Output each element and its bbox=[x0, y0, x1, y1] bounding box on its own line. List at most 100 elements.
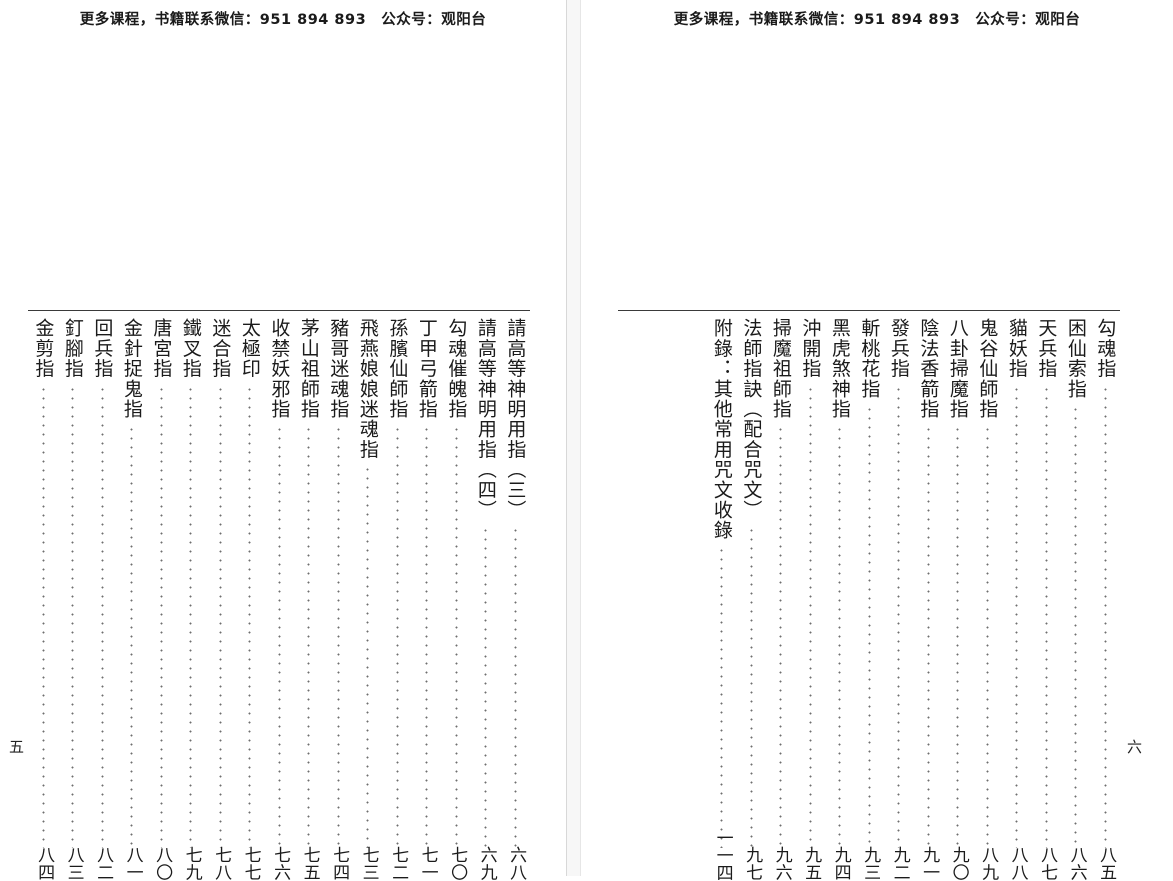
toc-entry[interactable]: 釘腳指八三 bbox=[58, 318, 88, 848]
toc-entry-title: 天兵指 bbox=[1036, 318, 1056, 379]
toc-entry-dot-leader bbox=[71, 385, 74, 848]
toc-entry-title: 黑虎煞神指 bbox=[830, 318, 850, 419]
toc-entry-dot-leader bbox=[838, 425, 841, 848]
toc-entry-title: 勾魂催魄指 bbox=[446, 318, 466, 419]
toc-entry-dot-leader bbox=[337, 425, 340, 848]
toc-entry-title: 八卦掃魔指 bbox=[948, 318, 968, 419]
right-page-header: 更多课程，书籍联系微信：951 894 893 公众号：观阳台 bbox=[581, 8, 1173, 29]
toc-entry-dot-leader bbox=[484, 526, 487, 848]
toc-entry[interactable]: 金針捉鬼指八一 bbox=[117, 318, 147, 848]
toc-entry-dot-leader bbox=[130, 425, 133, 848]
toc-entry[interactable]: 法師指訣（配合咒文）九七 bbox=[737, 318, 767, 848]
toc-entry[interactable]: 陰法香箭指九一 bbox=[914, 318, 944, 848]
toc-entry-title: 請高等神明用指（四） bbox=[476, 318, 496, 520]
toc-entry[interactable]: 丁甲弓箭指七一 bbox=[412, 318, 442, 848]
toc-entry-title: 金剪指 bbox=[33, 318, 53, 379]
toc-entry-dot-leader bbox=[779, 425, 782, 848]
toc-entry-dot-leader bbox=[514, 526, 517, 848]
toc-entry[interactable]: 掃魔祖師指九六 bbox=[766, 318, 796, 848]
toc-entry-dot-leader bbox=[366, 465, 369, 848]
toc-entry-title: 沖開指 bbox=[800, 318, 820, 379]
toc-entry-dot-leader bbox=[750, 526, 753, 848]
toc-entry-title: 附錄：其他常用咒文收錄 bbox=[712, 318, 732, 540]
toc-entry-dot-leader bbox=[189, 385, 192, 848]
right-toc-columns: 勾魂指八五困仙索指八六天兵指八七貓妖指八八鬼谷仙師指八九八卦掃魔指九〇陰法香箭指… bbox=[618, 318, 1120, 848]
toc-entry-dot-leader bbox=[396, 425, 399, 848]
toc-entry[interactable]: 太極印七七 bbox=[235, 318, 265, 848]
toc-entry[interactable]: 孫臏仙師指七二 bbox=[383, 318, 413, 848]
toc-entry-title: 請高等神明用指（三） bbox=[505, 318, 525, 520]
toc-entry-title: 回兵指 bbox=[92, 318, 112, 379]
left-toc-top-rule bbox=[28, 310, 530, 311]
toc-entry[interactable]: 收禁妖邪指七六 bbox=[265, 318, 295, 848]
right-page: 更多课程，书籍联系微信：951 894 893 公众号：观阳台 勾魂指八五困仙索… bbox=[581, 0, 1173, 876]
toc-entry-title: 貓妖指 bbox=[1007, 318, 1027, 379]
toc-entry-title: 鬼谷仙師指 bbox=[977, 318, 997, 419]
toc-entry-title: 太極印 bbox=[240, 318, 260, 379]
right-page-folio: 六 bbox=[1124, 739, 1145, 754]
toc-entry[interactable]: 斬桃花指九三 bbox=[855, 318, 885, 848]
toc-entry-title: 發兵指 bbox=[889, 318, 909, 379]
toc-entry-title: 茅山祖師指 bbox=[299, 318, 319, 419]
toc-entry-title: 鐵叉指 bbox=[181, 318, 201, 379]
toc-entry-title: 迷合指 bbox=[210, 318, 230, 379]
toc-entry[interactable]: 貓妖指八八 bbox=[1002, 318, 1032, 848]
left-toc-columns: 請高等神明用指（三）六八請高等神明用指（四）六九勾魂催魄指七〇丁甲弓箭指七一孫臏… bbox=[28, 318, 530, 848]
left-page-header: 更多课程，书籍联系微信：951 894 893 公众号：观阳台 bbox=[0, 8, 626, 29]
toc-entry[interactable]: 發兵指九二 bbox=[884, 318, 914, 848]
toc-entry-title: 飛燕娘娘迷魂指 bbox=[358, 318, 378, 459]
toc-entry[interactable]: 鬼谷仙師指八九 bbox=[973, 318, 1003, 848]
toc-entry[interactable]: 八卦掃魔指九〇 bbox=[943, 318, 973, 848]
left-page-folio: 五 bbox=[6, 739, 27, 754]
toc-entry-dot-leader bbox=[720, 546, 723, 848]
toc-entry[interactable]: 鐵叉指七九 bbox=[176, 318, 206, 848]
toc-entry-title: 斬桃花指 bbox=[859, 318, 879, 399]
toc-entry-dot-leader bbox=[868, 405, 871, 848]
toc-entry-title: 陰法香箭指 bbox=[918, 318, 938, 419]
toc-entry-dot-leader bbox=[160, 385, 163, 848]
toc-entry-title: 孫臏仙師指 bbox=[387, 318, 407, 419]
toc-entry-dot-leader bbox=[956, 425, 959, 848]
toc-entry[interactable]: 沖開指九五 bbox=[796, 318, 826, 848]
toc-entry[interactable]: 茅山祖師指七五 bbox=[294, 318, 324, 848]
toc-entry[interactable]: 請高等神明用指（三）六八 bbox=[501, 318, 531, 848]
toc-entry-title: 豬哥迷魂指 bbox=[328, 318, 348, 419]
toc-entry-title: 掃魔祖師指 bbox=[771, 318, 791, 419]
toc-entry[interactable]: 天兵指八七 bbox=[1032, 318, 1062, 848]
toc-entry[interactable]: 豬哥迷魂指七四 bbox=[324, 318, 354, 848]
toc-entry-dot-leader bbox=[809, 385, 812, 848]
toc-entry[interactable]: 勾魂催魄指七〇 bbox=[442, 318, 472, 848]
toc-entry-dot-leader bbox=[219, 385, 222, 848]
toc-entry-title: 困仙索指 bbox=[1066, 318, 1086, 399]
toc-entry-dot-leader bbox=[42, 385, 45, 848]
toc-entry-dot-leader bbox=[1104, 385, 1107, 848]
toc-entry-dot-leader bbox=[278, 425, 281, 848]
toc-entry-dot-leader bbox=[455, 425, 458, 848]
toc-entry[interactable]: 飛燕娘娘迷魂指七三 bbox=[353, 318, 383, 848]
toc-entry-title: 法師指訣（配合咒文） bbox=[741, 318, 761, 520]
toc-entry-dot-leader bbox=[101, 385, 104, 848]
toc-entry-page-number: 一一四 bbox=[707, 829, 737, 881]
spread-gutter-fill bbox=[567, 0, 580, 876]
toc-entry-dot-leader bbox=[248, 385, 251, 848]
toc-entry-dot-leader bbox=[425, 425, 428, 848]
toc-entry[interactable]: 金剪指八四 bbox=[29, 318, 59, 848]
toc-entry[interactable]: 回兵指八二 bbox=[88, 318, 118, 848]
toc-entry[interactable]: 困仙索指八六 bbox=[1061, 318, 1091, 848]
toc-entry[interactable]: 勾魂指八五 bbox=[1091, 318, 1121, 848]
toc-entry-title: 金針捉鬼指 bbox=[122, 318, 142, 419]
toc-entry[interactable]: 迷合指七八 bbox=[206, 318, 236, 848]
toc-entry[interactable]: 請高等神明用指（四）六九 bbox=[471, 318, 501, 848]
toc-entry-dot-leader bbox=[1015, 385, 1018, 848]
toc-entry-title: 釘腳指 bbox=[63, 318, 83, 379]
toc-entry[interactable]: 黑虎煞神指九四 bbox=[825, 318, 855, 848]
toc-entry-dot-leader bbox=[1074, 405, 1077, 848]
toc-entry[interactable]: 唐宮指八〇 bbox=[147, 318, 177, 848]
toc-entry-title: 唐宮指 bbox=[151, 318, 171, 379]
toc-entry-title: 丁甲弓箭指 bbox=[417, 318, 437, 419]
toc-entry-title: 勾魂指 bbox=[1095, 318, 1115, 379]
toc-entry-title: 收禁妖邪指 bbox=[269, 318, 289, 419]
toc-entry[interactable]: 附錄：其他常用咒文收錄一一四 bbox=[707, 318, 737, 848]
right-toc-top-rule bbox=[618, 310, 1120, 311]
